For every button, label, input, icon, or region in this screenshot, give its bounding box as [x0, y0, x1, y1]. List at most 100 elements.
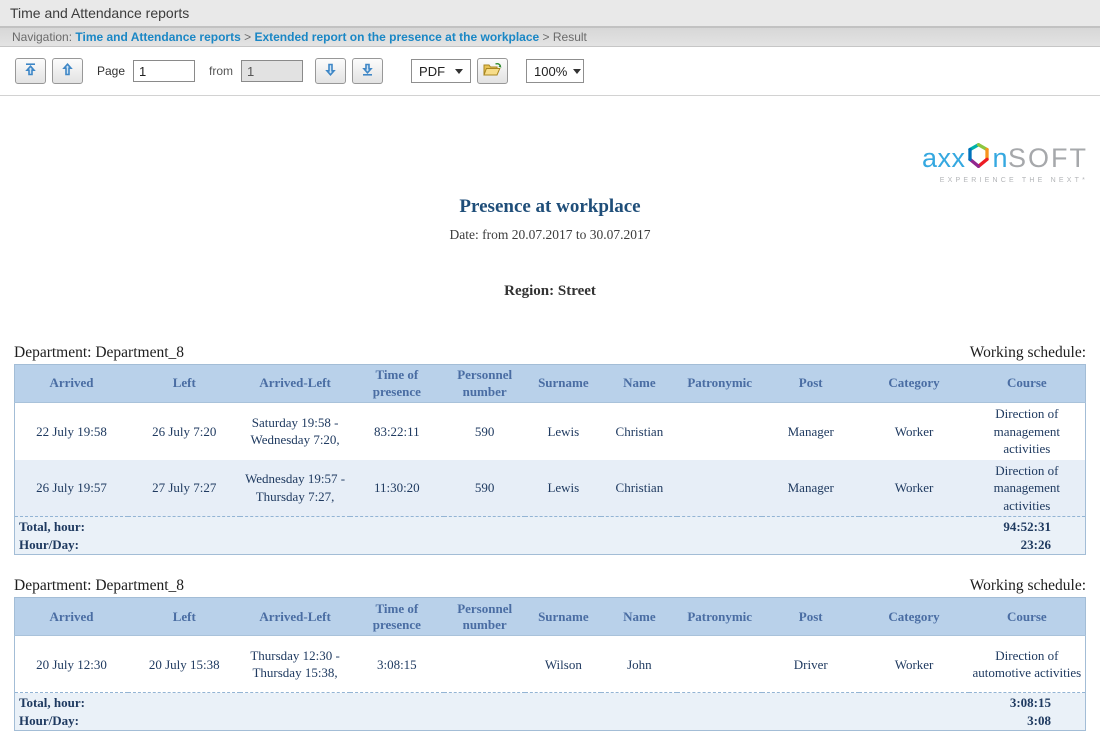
table-cell — [444, 636, 525, 693]
report-tables: Department: Department_8 Working schedule… — [0, 344, 1100, 732]
first-page-button[interactable] — [15, 58, 46, 84]
table-cell: 26 July 19:57 — [36, 480, 107, 496]
window-title: Time and Attendance reports — [10, 5, 190, 21]
attendance-table: Arrived Left Arrived-Left Time of presence P… — [14, 597, 1086, 732]
table-cell: Christian — [615, 480, 664, 496]
table-cell: 590 — [474, 480, 495, 496]
table-cell: John — [627, 656, 652, 672]
hexagon-logo-icon — [966, 142, 991, 174]
logo-tagline: EXPERIENCE THE NEXT* — [939, 177, 1088, 184]
total-value: 94:52:31 — [968, 516, 1086, 536]
table-header-row: Arrived Left Arrived-Left Time of presence P… — [14, 597, 1086, 637]
window-titlebar: Time and Attendance reports — [0, 0, 1100, 28]
logo-text-n: n — [992, 142, 1008, 173]
breadcrumb-link-reports[interactable]: Time and Attendance reports — [75, 30, 241, 44]
department-label: Department: Department_8 — [14, 344, 185, 361]
table-cell: Lewis — [547, 423, 580, 439]
arrow-down-icon — [323, 62, 338, 80]
export-format-select[interactable]: PDF — [411, 59, 472, 83]
table-cell: Saturday 19:58 - Wednesday 7:20, — [250, 414, 340, 448]
column-header: Arrived-Left — [240, 597, 350, 637]
page-label: Page — [97, 64, 126, 78]
breadcrumb-separator: > — [539, 30, 553, 44]
table-cell: Christian — [615, 423, 664, 439]
column-header: Time of presence — [349, 364, 444, 403]
table-cell: Direction of management activities — [993, 462, 1061, 513]
arrow-up-icon — [60, 62, 75, 80]
table-cell: Driver — [793, 656, 828, 672]
table-cell: 26 July 7:20 — [152, 423, 217, 439]
table-cell: 3:08:15 — [376, 656, 417, 672]
table-cell: 83:22:11 — [373, 423, 420, 439]
zoom-level-value: 100% — [534, 63, 568, 79]
logo-text-soft: SOFT — [1008, 142, 1088, 173]
column-header: Arrived — [14, 597, 129, 637]
department-table-block: Department: Department_8 Working schedule… — [14, 577, 1086, 732]
breadcrumb-link-extended-report[interactable]: Extended report on the presence at the w… — [254, 30, 540, 44]
table-cell: Manager — [787, 480, 834, 496]
total-row: Total, hour: 3:08:15 — [14, 692, 1086, 712]
table-cell: Worker — [894, 423, 934, 439]
column-header: Category — [859, 364, 969, 403]
table-cell: 27 July 7:27 — [152, 480, 217, 496]
column-header: Name — [601, 597, 678, 637]
column-header: Patronymic — [677, 364, 762, 403]
attendance-table: Arrived Left Arrived-Left Time of presence P… — [14, 364, 1086, 556]
table-cell: 20 July 15:38 — [148, 656, 220, 672]
total-label: Hour/Day: — [19, 537, 79, 553]
column-header: Left — [128, 597, 241, 637]
table-row: 22 July 19:58 26 July 7:20 Saturday 19:58 … — [15, 403, 1086, 460]
axxonsoft-logo: axx n SOFT EXPE — [922, 142, 1088, 190]
arrow-down-to-bar-icon — [360, 62, 375, 80]
table-caption: Department: Department_8 Working schedule… — [14, 577, 1086, 595]
working-schedule-label: Working schedule: — [969, 577, 1086, 595]
column-header: Name — [601, 364, 678, 403]
table-header-row: Arrived Left Arrived-Left Time of presence P… — [14, 364, 1086, 403]
chevron-down-icon — [573, 68, 582, 74]
logo-text-axx: axx — [921, 142, 966, 173]
table-cell: Thursday 12:30 - Thursday 15:38, — [250, 647, 340, 681]
department-table-block: Department: Department_8 Working schedule… — [14, 344, 1086, 556]
table-cell: 22 July 19:58 — [36, 423, 107, 439]
column-header: Arrived — [14, 364, 129, 403]
previous-page-button[interactable] — [52, 58, 83, 84]
report-page: axx n SOFT EXPE — [0, 96, 1100, 732]
last-page-button[interactable] — [352, 58, 384, 84]
column-header: Post — [761, 364, 860, 403]
page-count-field — [241, 60, 304, 82]
table-cell: 590 — [474, 423, 495, 439]
table-row: 20 July 12:30 20 July 15:38 Thursday 12:30… — [15, 636, 1086, 693]
column-header: Course — [968, 364, 1086, 403]
breadcrumb: Navigation: Time and Attendance reports … — [0, 28, 1100, 47]
table-cell — [677, 636, 762, 693]
table-cell: Lewis — [547, 480, 580, 496]
table-cell: Manager — [787, 423, 834, 439]
page-number-input[interactable] — [133, 60, 196, 82]
column-header: Patronymic — [677, 597, 762, 637]
total-row: Hour/Day: 3:08 — [14, 711, 1086, 731]
column-header: Personnel number — [443, 364, 526, 403]
zoom-level-select[interactable]: 100% — [526, 59, 585, 83]
next-page-button[interactable] — [315, 58, 347, 84]
table-cell: Wilson — [544, 656, 582, 672]
chevron-down-icon — [455, 68, 464, 74]
total-row: Hour/Day: 23:26 — [14, 535, 1086, 555]
column-header: Course — [968, 597, 1086, 637]
column-header: Surname — [525, 597, 602, 637]
column-header: Left — [128, 364, 241, 403]
table-cell: Worker — [894, 656, 934, 672]
export-button[interactable] — [477, 58, 509, 84]
report-toolbar: Page from PDF — [0, 47, 1100, 96]
table-cell — [677, 403, 762, 460]
from-label: from — [209, 64, 234, 78]
report-title: Presence at workplace — [459, 196, 641, 217]
column-header: Surname — [525, 364, 602, 403]
total-row: Total, hour: 94:52:31 — [14, 516, 1086, 536]
table-cell: Worker — [894, 480, 934, 496]
table-cell: Direction of automotive activities — [972, 647, 1082, 681]
total-label: Total, hour: — [14, 692, 969, 712]
table-caption: Department: Department_8 Working schedule… — [14, 344, 1086, 362]
breadcrumb-separator: > — [240, 30, 255, 44]
total-label: Total, hour: — [14, 516, 969, 536]
table-cell: Direction of management activities — [993, 406, 1061, 457]
